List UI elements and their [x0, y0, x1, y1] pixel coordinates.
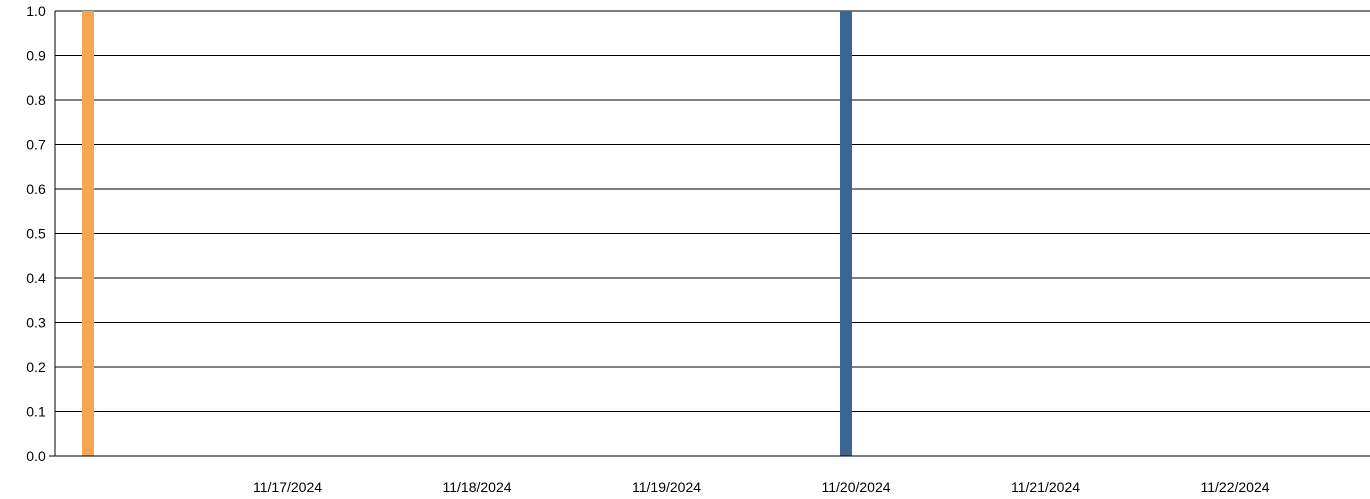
- y-tick-label: 0.8: [26, 92, 46, 108]
- x-tick-label: 11/18/2024: [442, 479, 511, 495]
- bar: [840, 11, 852, 456]
- y-tick-label: 0.9: [26, 48, 46, 64]
- y-tick-label: 0.7: [26, 137, 46, 153]
- x-axis-labels: 11/17/2024 11/18/2024 11/19/2024 11/20/2024…: [253, 479, 1270, 495]
- bars: [82, 11, 852, 456]
- grid: [55, 10, 1370, 412]
- x-tick-label: 11/17/2024: [253, 479, 322, 495]
- x-tick-label: 11/20/2024: [821, 479, 890, 495]
- x-tick-label: 11/19/2024: [632, 479, 701, 495]
- bar: [82, 11, 94, 456]
- y-tick-label: 0.1: [26, 404, 46, 420]
- y-tick-label: 0.2: [26, 359, 46, 375]
- y-axis-labels: 0.0 0.1 0.2 0.3 0.4 0.5 0.6 0.7 0.8 0.9 1.0: [26, 3, 46, 464]
- y-tick-label: 0.3: [26, 315, 46, 331]
- y-tick-label: 0.6: [26, 181, 46, 197]
- x-tick-label: 11/22/2024: [1200, 479, 1269, 495]
- y-tick-label: 0.0: [26, 448, 46, 464]
- x-tick-label: 11/21/2024: [1011, 479, 1080, 495]
- y-tick-label: 0.4: [26, 270, 46, 286]
- y-tick-label: 0.5: [26, 226, 46, 242]
- y-tick-label: 1.0: [26, 3, 46, 19]
